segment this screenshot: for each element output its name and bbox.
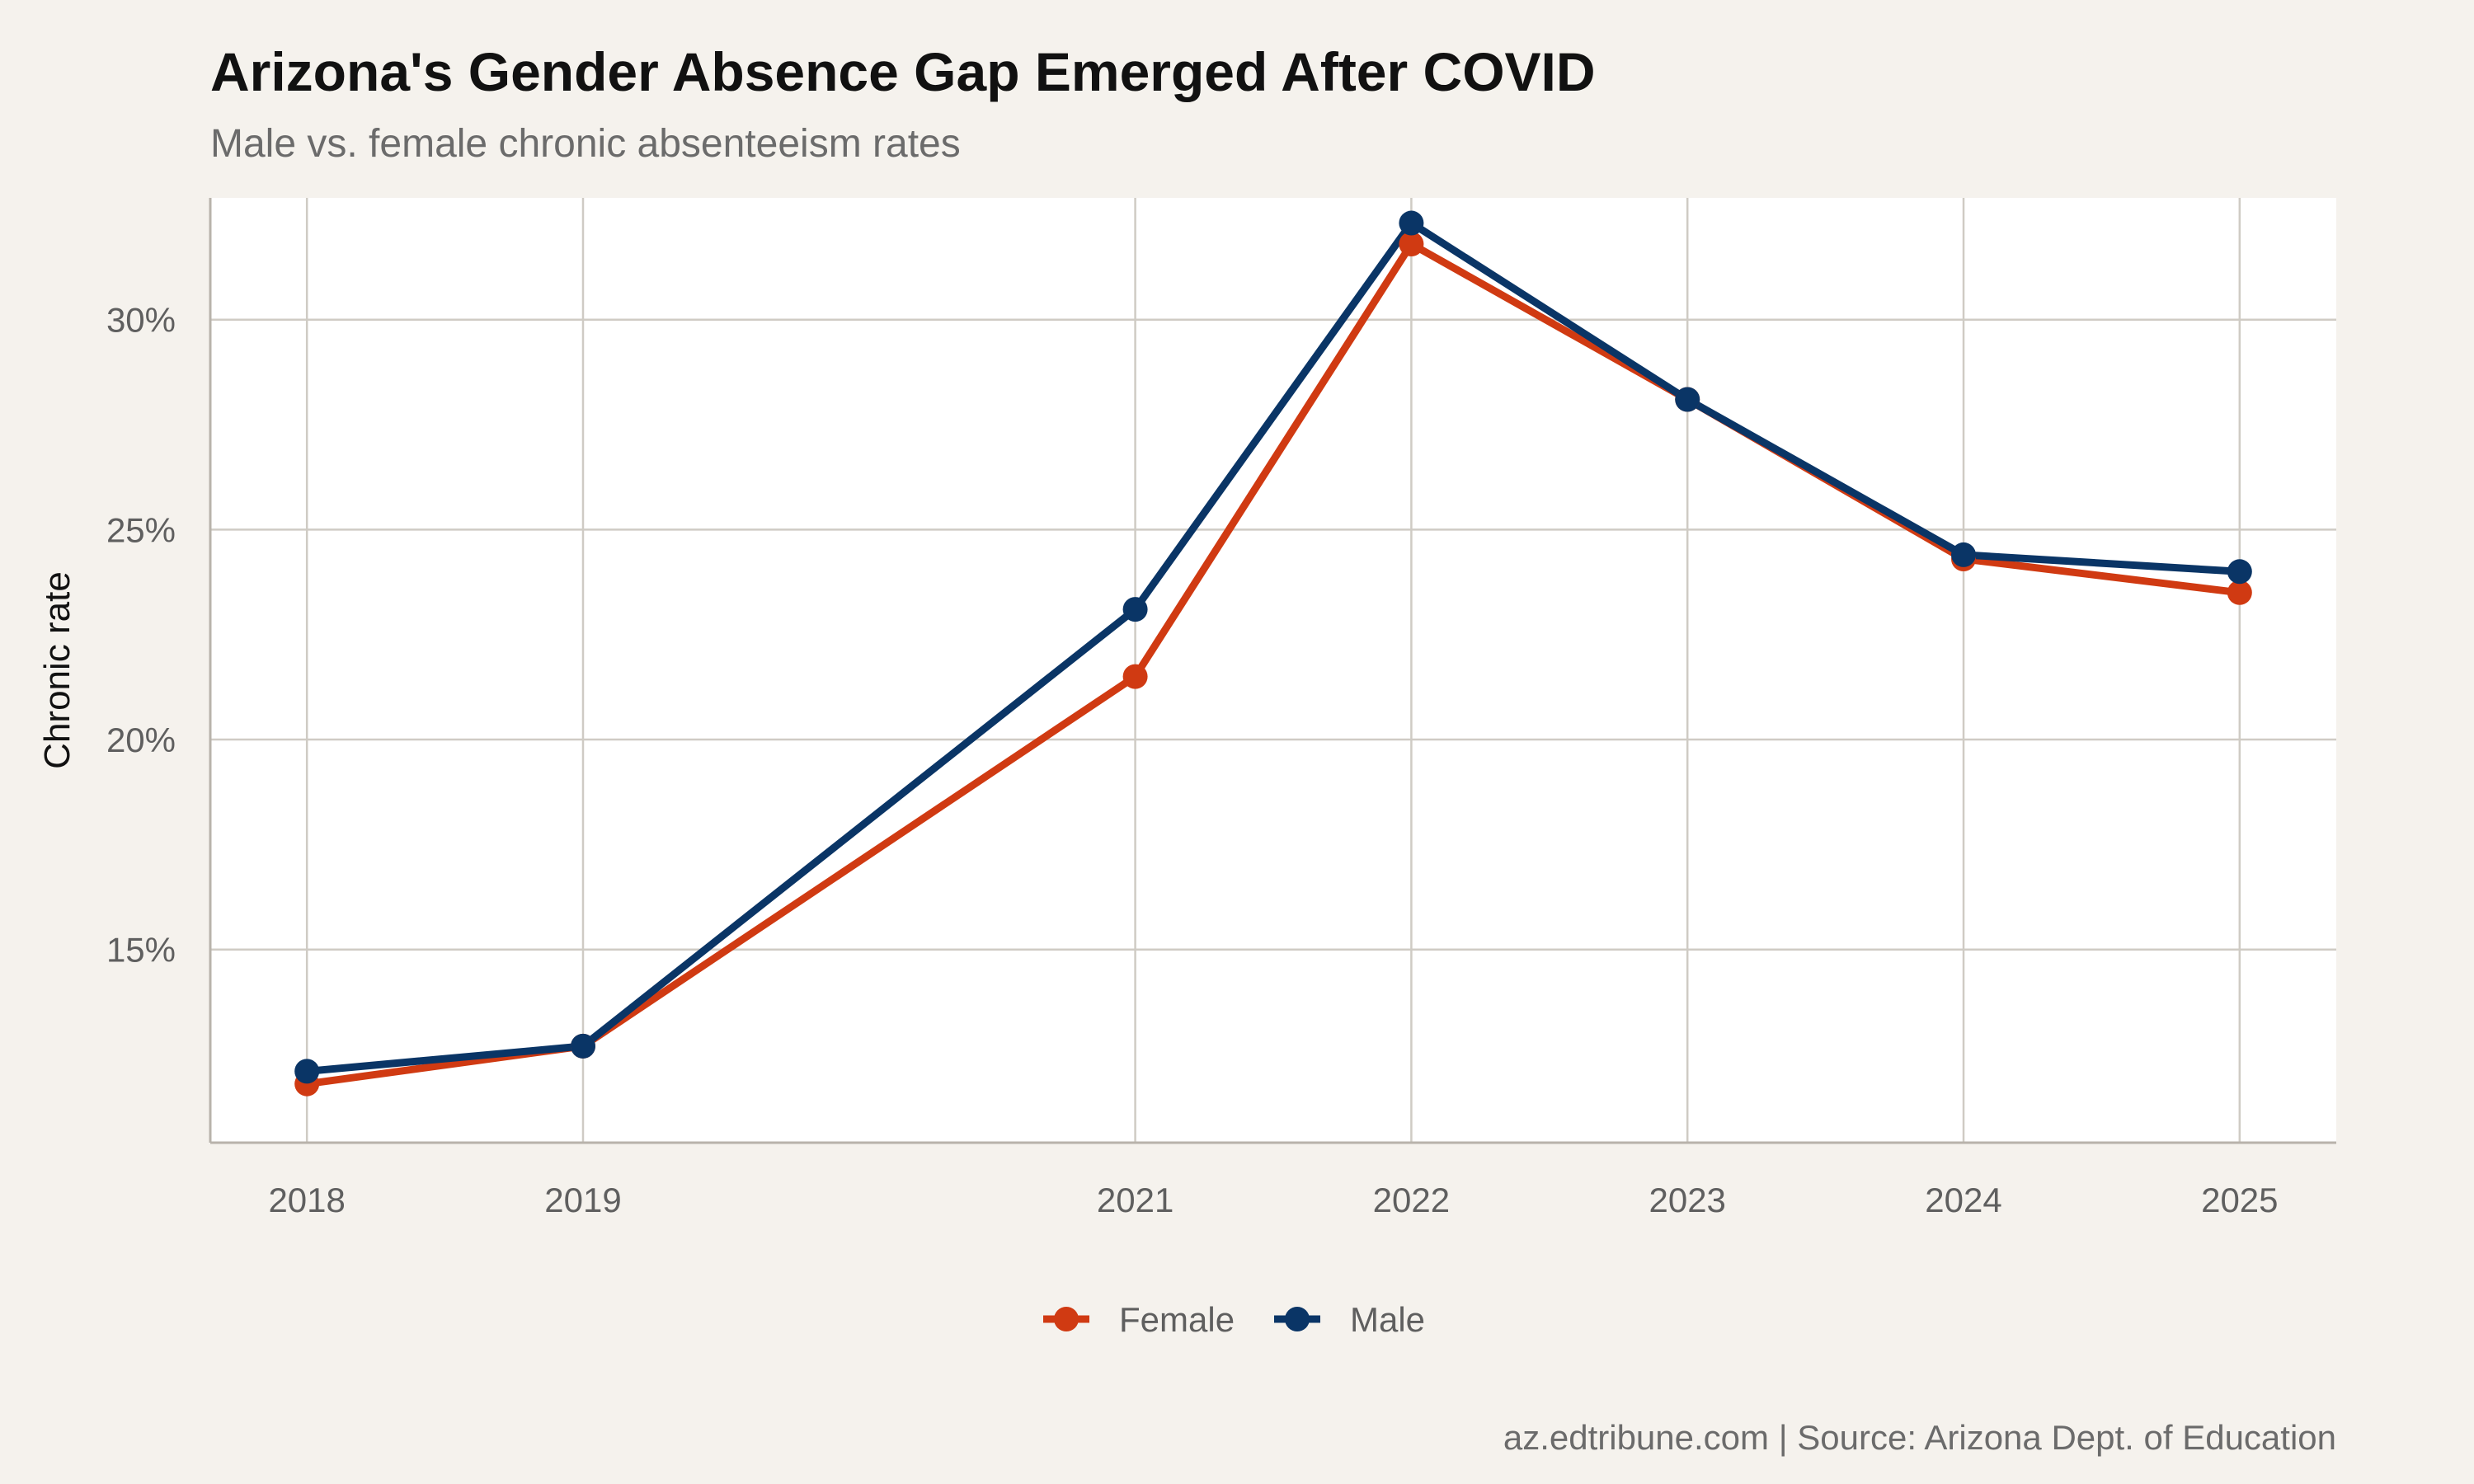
- chart-caption: az.edtribune.com | Source: Arizona Dept.…: [1503, 1418, 2336, 1457]
- data-point-female: [2227, 580, 2252, 605]
- x-tick-label: 2024: [1925, 1181, 2001, 1219]
- y-tick-label: 30%: [106, 301, 176, 340]
- legend-label: Female: [1119, 1300, 1235, 1339]
- data-point-male: [1122, 597, 1148, 622]
- chart-subtitle: Male vs. female chronic absenteeism rate…: [210, 122, 961, 166]
- x-tick-label: 2019: [544, 1181, 621, 1219]
- x-tick-label: 2021: [1097, 1181, 1174, 1219]
- data-point-female: [1122, 664, 1148, 689]
- data-point-male: [294, 1059, 320, 1084]
- data-point-female: [1399, 232, 1424, 257]
- y-tick-label: 25%: [106, 510, 176, 549]
- legend-swatch-point: [1054, 1307, 1079, 1331]
- data-point-male: [570, 1033, 595, 1059]
- data-point-male: [1951, 542, 1977, 567]
- x-tick-label: 2018: [268, 1181, 345, 1219]
- chart-title: Arizona's Gender Absence Gap Emerged Aft…: [210, 41, 1596, 102]
- legend-item-male: Male: [1274, 1300, 1425, 1339]
- y-tick-label: 15%: [106, 931, 176, 970]
- data-point-male: [1399, 210, 1424, 236]
- legend-label: Male: [1350, 1300, 1425, 1339]
- axes: [209, 198, 2336, 1144]
- legend-item-female: Female: [1043, 1300, 1235, 1339]
- x-axis-ticks: 2018 2019 2021 2022 2023 2024 2025: [268, 1181, 2278, 1219]
- y-axis-ticks: 15% 20% 25% 30%: [106, 301, 176, 970]
- data-points: [294, 210, 2252, 1097]
- data-point-male: [1675, 387, 1700, 412]
- grid-lines: [210, 198, 2336, 1143]
- legend: Female Male: [1043, 1300, 1425, 1339]
- x-tick-label: 2023: [1649, 1181, 1725, 1219]
- plot-panel: [210, 198, 2336, 1143]
- data-point-male: [2227, 559, 2252, 585]
- y-tick-label: 20%: [106, 721, 176, 759]
- y-axis-title: Chronic rate: [37, 571, 78, 769]
- legend-swatch-point: [1285, 1307, 1310, 1331]
- x-tick-label: 2025: [2201, 1181, 2278, 1219]
- x-tick-label: 2022: [1373, 1181, 1450, 1219]
